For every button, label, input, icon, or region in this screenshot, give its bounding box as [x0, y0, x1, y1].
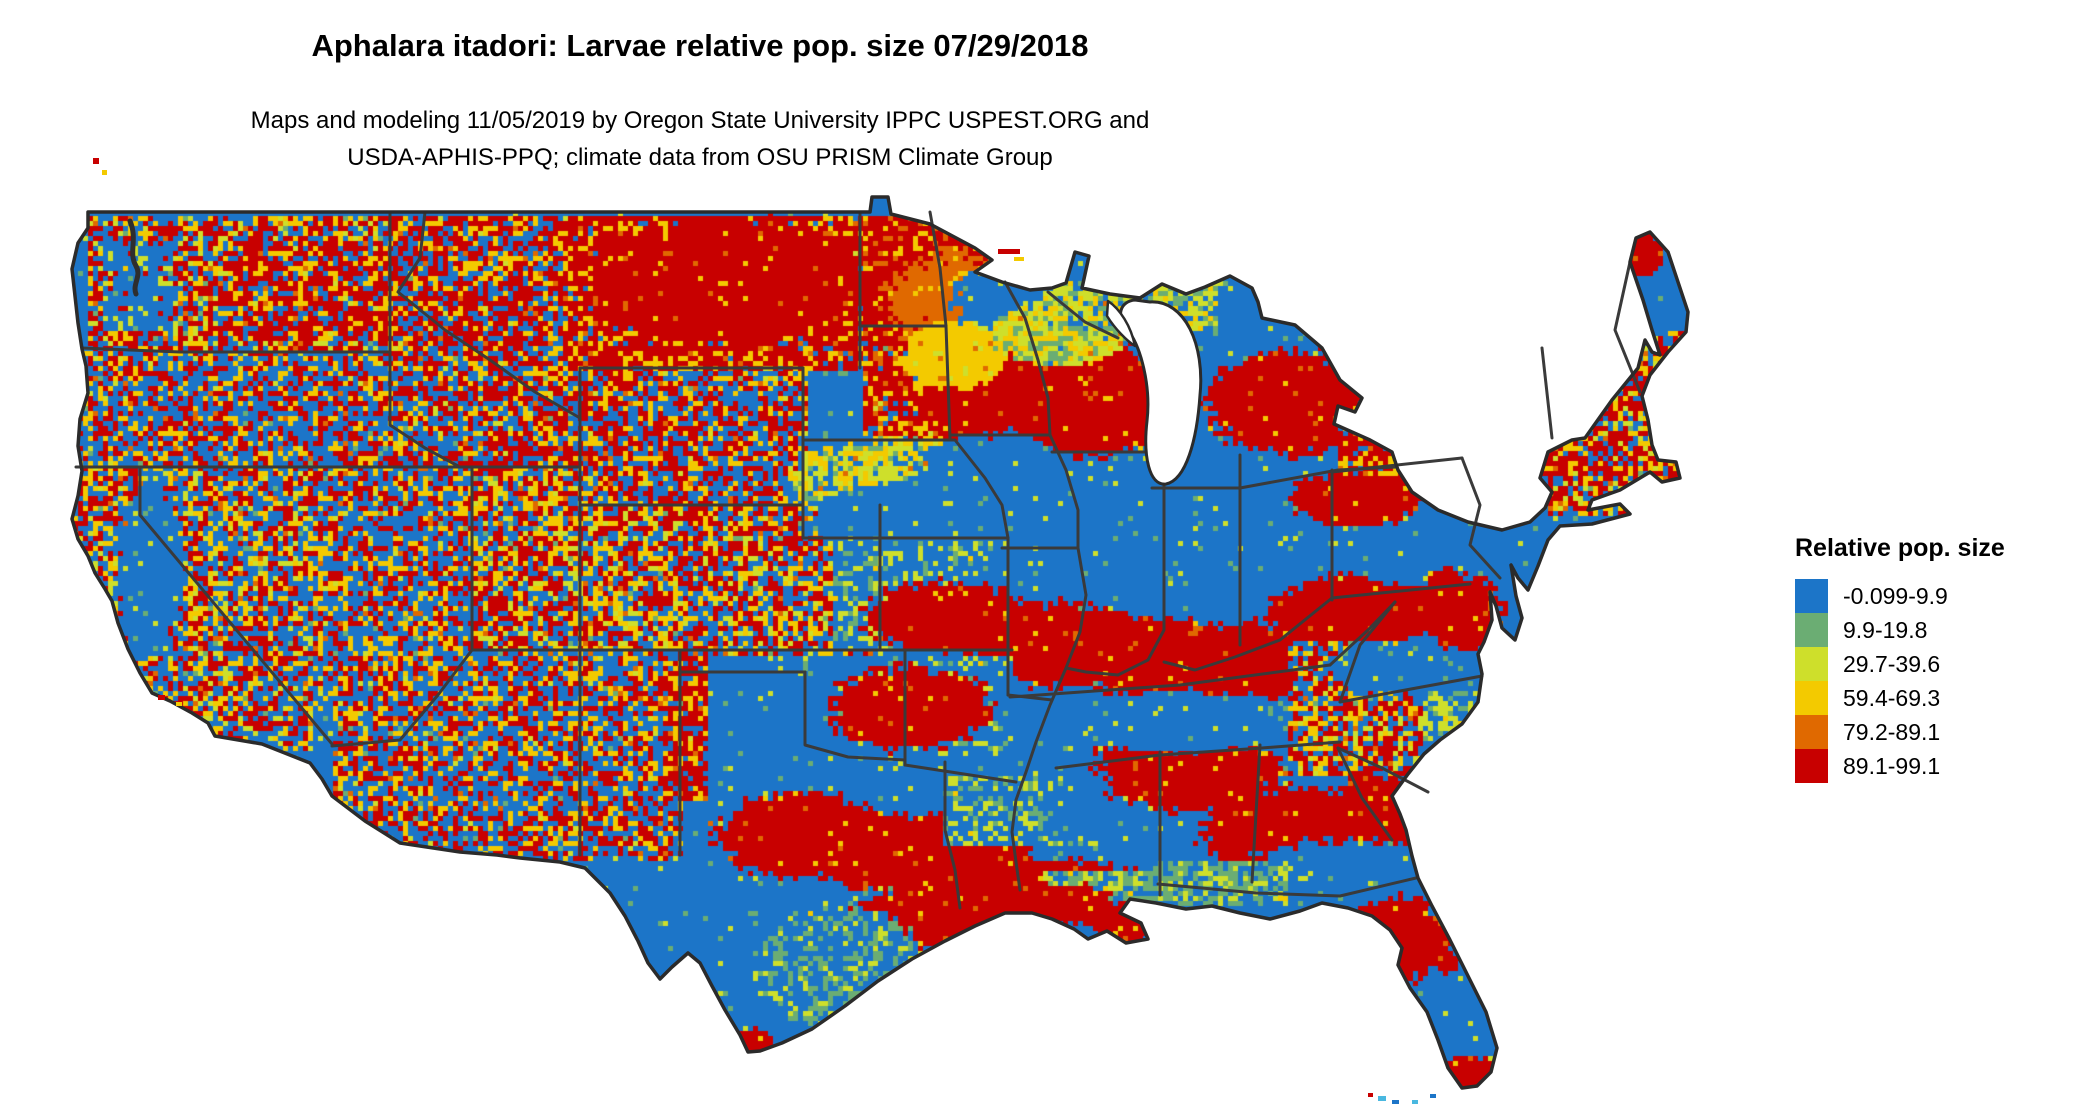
map-subtitle-line1: Maps and modeling 11/05/2019 by Oregon S…	[250, 107, 1150, 134]
state-border	[80, 346, 392, 354]
legend-item: 89.1-99.1	[1795, 749, 2085, 783]
state-border	[1162, 596, 1334, 672]
state-border	[1003, 280, 1052, 437]
state-border	[943, 760, 962, 910]
legend-item: 9.9-19.8	[1795, 613, 2085, 647]
island-speck	[1392, 1100, 1399, 1104]
state-border	[1540, 346, 1554, 440]
figure-titles: Aphalara itadori: Larvae relative pop. s…	[0, 28, 1400, 176]
state-border	[138, 465, 334, 746]
legend-item: -0.099-9.9	[1795, 579, 2085, 613]
state-border	[1238, 465, 1398, 490]
state-border	[396, 210, 582, 420]
legend-swatch-icon	[1795, 647, 1828, 681]
island-speck	[102, 170, 107, 175]
state-border	[1046, 290, 1120, 340]
state-border	[928, 210, 948, 328]
legend-item: 29.7-39.6	[1795, 647, 2085, 681]
state-border	[1010, 433, 1088, 864]
legend-swatch-icon	[1795, 579, 1828, 613]
state-border	[1328, 600, 1397, 667]
lake-michigan	[1119, 298, 1203, 486]
state-border	[903, 763, 1018, 784]
state-border	[1330, 582, 1472, 600]
island-speck	[1014, 257, 1024, 261]
island-speck	[1412, 1100, 1418, 1104]
state-border	[1336, 746, 1430, 794]
map-title: Aphalara itadori: Larvae relative pop. s…	[311, 28, 1089, 63]
state-border	[1008, 663, 1332, 699]
state-border	[1613, 260, 1642, 394]
state-border	[1250, 743, 1262, 884]
us-coastline	[70, 195, 1690, 1090]
island-speck	[1378, 1096, 1386, 1101]
legend-title: Relative pop. size	[1795, 534, 2005, 562]
state-border	[1338, 674, 1484, 704]
state-border	[388, 350, 460, 468]
legend-label: 79.2-89.1	[1843, 718, 1941, 745]
state-border	[1460, 456, 1502, 580]
island-speck	[1430, 1094, 1436, 1098]
legend-item: 79.2-89.1	[1795, 715, 2085, 749]
map-subtitle-line2: USDA-APHIS-PPQ; climate data from OSU PR…	[347, 144, 1053, 171]
legend-swatch-icon	[1795, 715, 1828, 749]
puget-sound	[127, 218, 141, 297]
legend-item: 59.4-69.3	[1795, 681, 2085, 715]
legend-label: 89.1-99.1	[1843, 752, 1941, 779]
island-speck	[158, 695, 165, 700]
green-bay	[1105, 299, 1137, 348]
legend-rows: -0.099-9.9 9.9-19.8 29.7-39.6 59.4-69.3 79.2…	[1795, 579, 2085, 783]
island-speck	[176, 702, 182, 706]
legend-label: 9.9-19.8	[1843, 616, 1928, 643]
state-border	[1064, 482, 1166, 677]
island-speck	[93, 158, 99, 164]
legend-label: 29.7-39.6	[1843, 650, 1941, 677]
state-border	[801, 438, 1010, 540]
state-border	[1156, 876, 1418, 898]
state-border	[1336, 746, 1394, 842]
island-speck	[1368, 1093, 1373, 1097]
state-border	[803, 670, 907, 762]
legend-swatch-icon	[1795, 613, 1828, 647]
map-legend: Relative pop. size -0.099-9.9 9.9-19.8 29.…	[1795, 534, 2085, 783]
state-border	[1338, 600, 1397, 704]
legend-swatch-icon	[1795, 749, 1828, 783]
state-border	[330, 648, 474, 748]
island-speck	[998, 249, 1020, 254]
legend-label: 59.4-69.3	[1843, 684, 1941, 711]
state-border	[944, 324, 952, 440]
state-border	[1054, 740, 1342, 770]
legend-label: -0.099-9.9	[1843, 582, 1948, 609]
state-border	[1014, 860, 1022, 892]
legend-swatch-icon	[1795, 681, 1828, 715]
